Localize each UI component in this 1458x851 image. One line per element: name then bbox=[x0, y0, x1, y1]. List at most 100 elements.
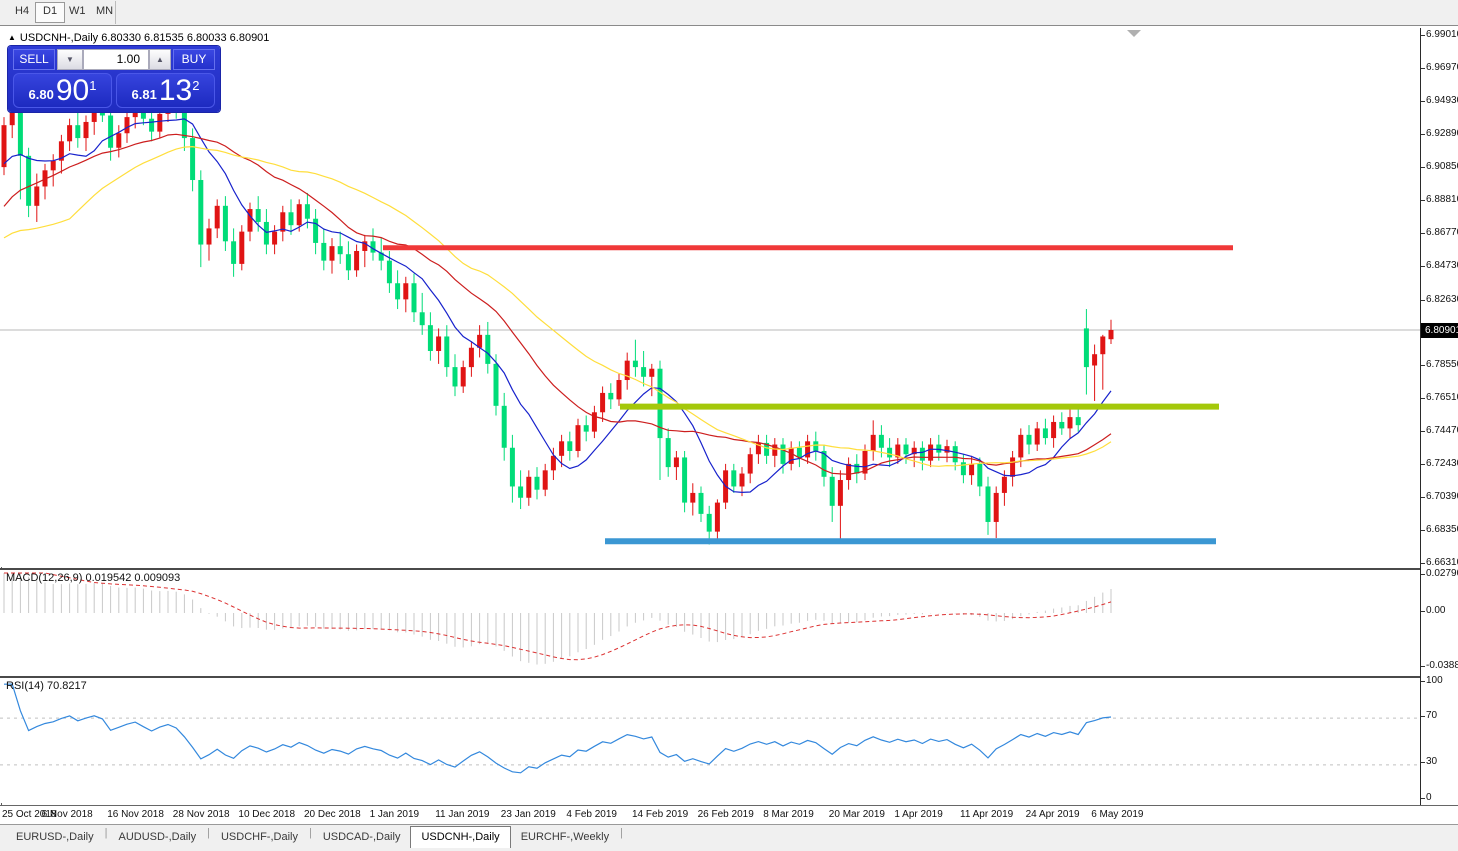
candle-body bbox=[903, 444, 909, 455]
sell-price-button[interactable]: 6.80 90 1 bbox=[13, 73, 112, 108]
price-axis-label: 6.86770 bbox=[1426, 226, 1458, 238]
price-axis-label: 6.96970 bbox=[1426, 62, 1458, 74]
candle-body bbox=[583, 425, 589, 432]
volume-input[interactable]: 1.00 bbox=[83, 49, 149, 70]
axis-tick bbox=[1421, 715, 1425, 717]
buy-price-base: 6.81 bbox=[131, 87, 157, 102]
price-axis-label: 6.90850 bbox=[1426, 161, 1458, 173]
chart-tab-usdcnh[interactable]: USDCNH-,Daily bbox=[410, 826, 511, 848]
candle-body bbox=[493, 363, 499, 406]
axis-tick bbox=[1421, 232, 1425, 234]
candle-body bbox=[993, 492, 999, 522]
candle-body bbox=[247, 209, 253, 232]
chart-tab-audusd[interactable]: AUDUSD-,Daily bbox=[118, 831, 197, 843]
panel-divider[interactable] bbox=[0, 676, 1458, 678]
date-axis-label: 11 Jan 2019 bbox=[435, 809, 490, 820]
candle-body bbox=[485, 334, 491, 364]
candle-body bbox=[821, 450, 827, 477]
price-axis-label: 6.68350 bbox=[1426, 523, 1458, 535]
chart-title: ▲ USDCNH-,Daily 6.80330 6.81535 6.80033 6… bbox=[8, 32, 269, 44]
candle-body bbox=[1092, 354, 1098, 366]
timeframe-tab-d1[interactable]: D1 bbox=[35, 2, 66, 23]
candle-body bbox=[313, 218, 319, 243]
candle-body bbox=[354, 250, 360, 271]
timeframe-tab-w1[interactable]: W1 bbox=[69, 5, 86, 17]
ma-line-34 bbox=[3, 145, 1112, 467]
buy-button[interactable]: BUY bbox=[173, 49, 215, 70]
chart-tab-eurchf[interactable]: EURCHF-,Weekly bbox=[520, 831, 610, 843]
candle-body bbox=[9, 112, 15, 126]
timeframe-tab-h4[interactable]: H4 bbox=[15, 5, 30, 17]
date-axis-label: 14 Feb 2019 bbox=[632, 809, 689, 820]
candle-body bbox=[509, 447, 515, 487]
chart-tab-eurusd[interactable]: EURUSD-,Daily bbox=[16, 831, 94, 843]
candle-body bbox=[944, 446, 950, 453]
candle-body bbox=[550, 455, 556, 471]
candle-body bbox=[805, 441, 811, 458]
ma-line-21 bbox=[3, 133, 1112, 475]
axis-tick bbox=[1421, 265, 1425, 267]
volume-increase-button[interactable]: ▲ bbox=[149, 49, 171, 70]
candle-body bbox=[526, 476, 532, 498]
candle-body bbox=[378, 252, 384, 261]
panel-divider[interactable] bbox=[0, 568, 1458, 570]
candle-body bbox=[567, 441, 573, 451]
candle-body bbox=[411, 283, 417, 313]
rsi-line bbox=[3, 683, 1112, 774]
main-chart-canvas[interactable] bbox=[0, 28, 1420, 567]
price-axis-label: 6.78550 bbox=[1426, 359, 1458, 371]
candle-body bbox=[813, 441, 819, 451]
candle-body bbox=[895, 444, 901, 458]
chart-tabs-bar: EURUSD-,Daily | AUDUSD-,Daily | USDCHF-,Dail… bbox=[0, 824, 1458, 851]
chart-shift-marker-icon[interactable] bbox=[1127, 30, 1141, 37]
candle-body bbox=[559, 441, 565, 456]
candle-body bbox=[58, 141, 64, 161]
candle-body bbox=[542, 470, 548, 490]
candle-body bbox=[468, 347, 474, 368]
price-axis-label: 6.70390 bbox=[1426, 491, 1458, 503]
axis-tick bbox=[1421, 797, 1425, 799]
rsi-panel-canvas[interactable] bbox=[0, 678, 1420, 803]
candle-body bbox=[501, 405, 507, 448]
candle-body bbox=[591, 412, 597, 432]
price-axis-label: 6.74470 bbox=[1426, 425, 1458, 437]
sell-price-base: 6.80 bbox=[28, 87, 54, 102]
date-axis[interactable]: 25 Oct 2018 6 Nov 2018 16 Nov 2018 28 Nov 2… bbox=[0, 805, 1458, 825]
buy-price-button[interactable]: 6.81 13 2 bbox=[116, 73, 215, 108]
volume-decrease-button[interactable]: ▼ bbox=[57, 49, 83, 70]
axis-tick bbox=[1421, 68, 1425, 70]
chart-tab-usdchf[interactable]: USDCHF-,Daily bbox=[220, 831, 298, 843]
price-axis[interactable]: 6.80901 6.99010 6.96970 6.94930 6.92890 6.90… bbox=[1420, 28, 1458, 805]
candle-body bbox=[460, 367, 466, 387]
candle-body bbox=[67, 125, 73, 142]
tab-separator: | bbox=[207, 827, 210, 839]
candle-body bbox=[649, 368, 655, 377]
candle-body bbox=[682, 457, 688, 503]
timeframe-tab-mn[interactable]: MN bbox=[96, 5, 114, 17]
macd-panel-canvas[interactable] bbox=[0, 570, 1420, 676]
candle-body bbox=[608, 392, 614, 400]
candle-body bbox=[788, 447, 794, 464]
candle-body bbox=[1075, 417, 1081, 426]
candle-body bbox=[878, 434, 884, 448]
chart-tab-usdcad[interactable]: USDCAD-,Daily bbox=[322, 831, 401, 843]
candle-body bbox=[42, 170, 48, 187]
price-axis-label: 6.94930 bbox=[1426, 95, 1458, 107]
candle-body bbox=[149, 118, 155, 132]
candle-body bbox=[280, 212, 286, 232]
candle-body bbox=[395, 283, 401, 300]
candle-body bbox=[345, 254, 351, 271]
macd-signal-line bbox=[4, 572, 1112, 661]
sell-button[interactable]: SELL bbox=[13, 49, 55, 70]
candle-body bbox=[887, 447, 893, 458]
current-price-tag: 6.80901 bbox=[1421, 322, 1458, 338]
collapse-triangle-icon[interactable]: ▲ bbox=[8, 33, 16, 42]
candle-body bbox=[50, 160, 56, 171]
axis-tick bbox=[1421, 101, 1425, 103]
candle-body bbox=[846, 463, 852, 481]
rsi-axis-label: 70 bbox=[1426, 709, 1438, 721]
candle-body bbox=[452, 367, 458, 387]
ma-line-9 bbox=[3, 118, 1112, 494]
axis-tick bbox=[1421, 35, 1425, 37]
tab-separator: | bbox=[620, 827, 623, 839]
